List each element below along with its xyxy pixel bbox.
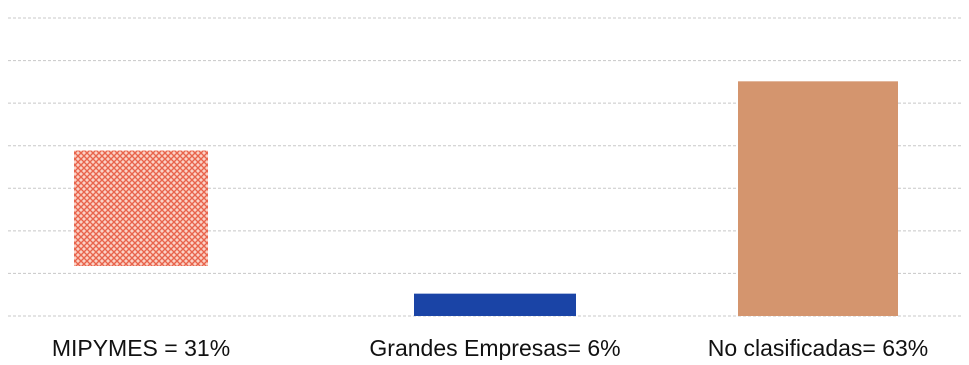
category-labels: MIPYMES = 31% Grandes Empresas= 6% No clas…: [52, 335, 929, 361]
category-label-2: No clasificadas= 63%: [708, 335, 929, 360]
bar-0: [74, 150, 208, 266]
bars: [74, 81, 898, 316]
bar-1: [414, 293, 576, 316]
bar-2: [738, 81, 898, 316]
category-label-0: MIPYMES = 31%: [52, 335, 230, 360]
category-label-1: Grandes Empresas= 6%: [369, 335, 620, 360]
